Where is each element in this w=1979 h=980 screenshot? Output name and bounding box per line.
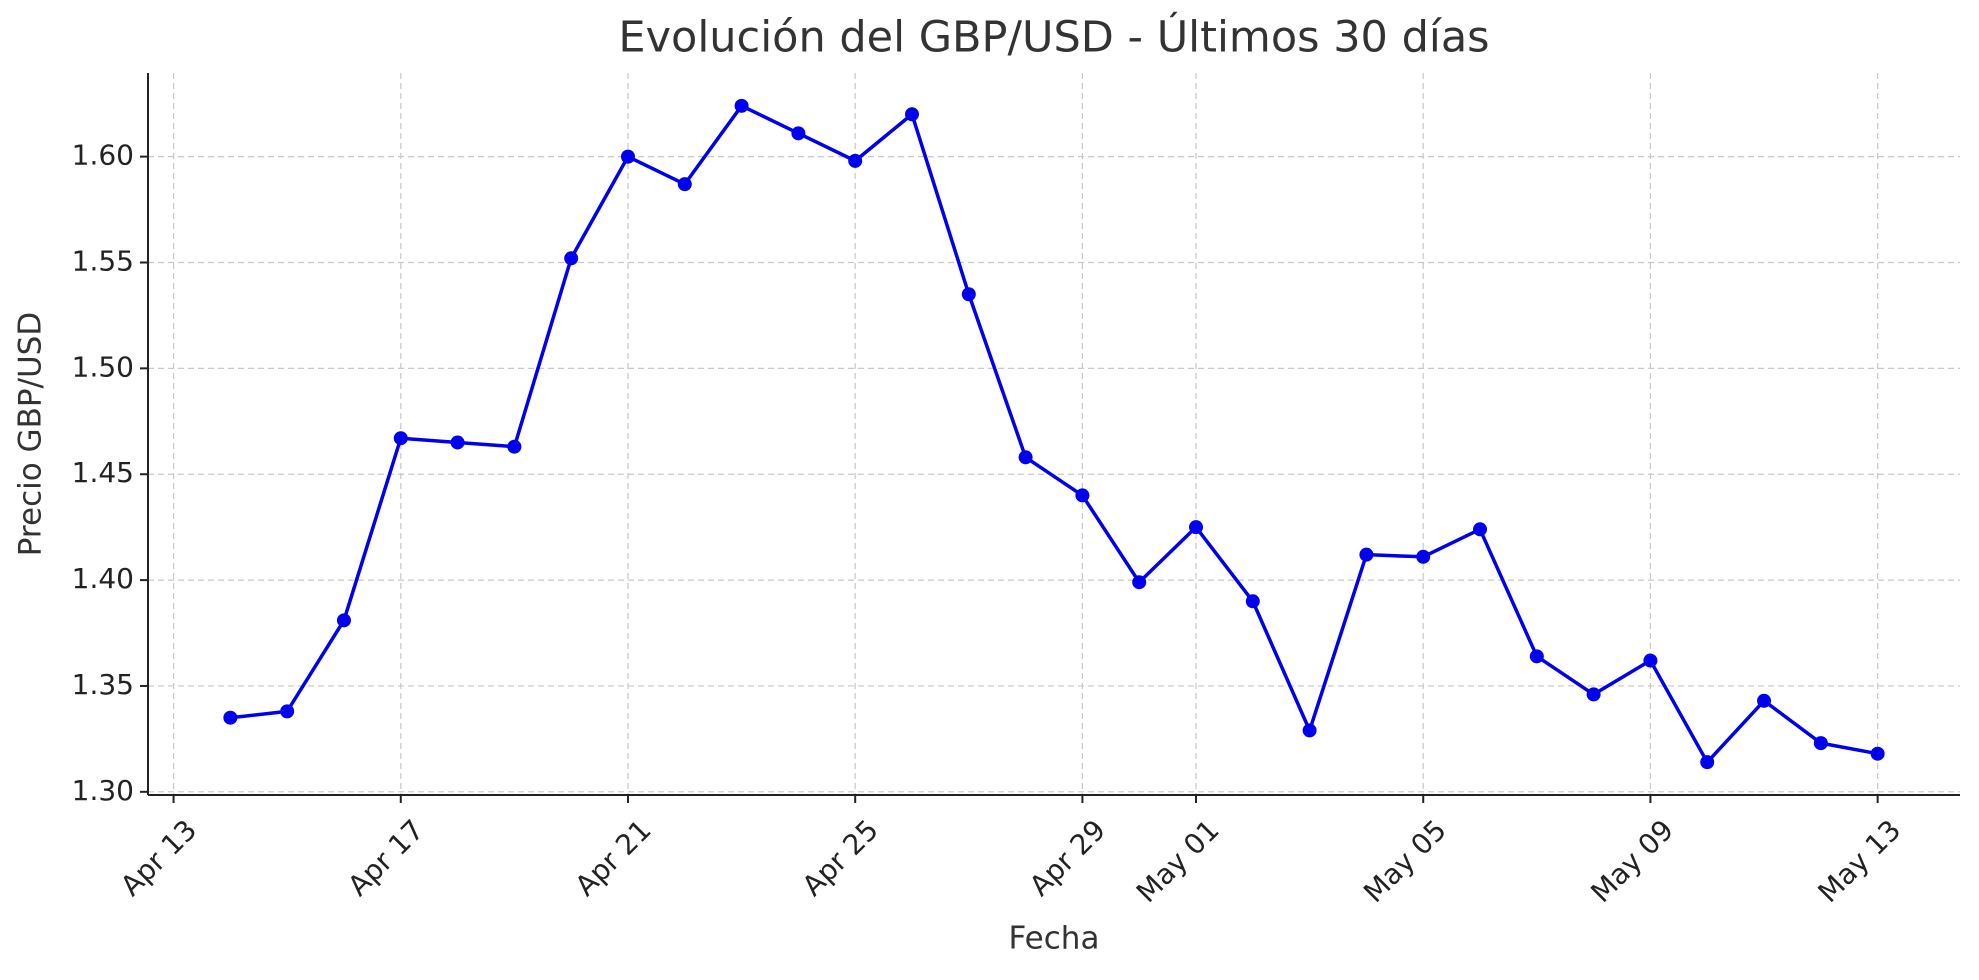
data-point	[620, 149, 635, 164]
y-tick-label: 1.40	[72, 562, 134, 595]
data-point	[791, 126, 806, 141]
data-point	[1018, 450, 1033, 465]
x-axis-label: Fecha	[1009, 921, 1100, 957]
data-point	[1700, 755, 1715, 770]
data-point	[1643, 653, 1658, 668]
x-tick-label: May 09	[1584, 813, 1680, 909]
y-tick-label: 1.55	[72, 244, 134, 277]
data-point	[450, 435, 465, 450]
data-point	[393, 431, 408, 446]
x-tick-label: May 01	[1130, 813, 1226, 909]
data-point	[280, 704, 295, 719]
data-point	[507, 439, 522, 454]
data-point	[1529, 649, 1544, 664]
x-tick-label: Apr 17	[341, 813, 430, 902]
data-point	[336, 613, 351, 628]
data-point	[904, 107, 919, 122]
data-point	[564, 251, 579, 266]
y-tick-label: 1.35	[72, 668, 134, 701]
x-tick-label: Apr 13	[114, 813, 203, 902]
data-point	[677, 177, 692, 192]
data-point	[1302, 723, 1317, 738]
data-point	[1757, 693, 1772, 708]
y-axis-label: Precio GBP/USD	[13, 312, 49, 556]
y-tick-label: 1.60	[72, 139, 134, 172]
data-point	[1416, 549, 1431, 564]
data-point	[1586, 687, 1601, 702]
x-tick-label: May 13	[1812, 813, 1908, 909]
x-tick-label: Apr 25	[796, 813, 885, 902]
data-point	[848, 153, 863, 168]
data-point	[1870, 746, 1885, 761]
x-tick-label: Apr 29	[1023, 813, 1112, 902]
x-tick-label: May 05	[1357, 813, 1453, 909]
data-point	[1359, 547, 1374, 562]
data-point	[223, 710, 238, 725]
data-point	[961, 287, 976, 302]
y-tick-label: 1.45	[72, 456, 134, 489]
data-point	[1075, 488, 1090, 503]
data-point	[1473, 522, 1488, 537]
y-tick-label: 1.30	[72, 774, 134, 807]
y-tick-label: 1.50	[72, 350, 134, 383]
series-line	[230, 104, 1878, 764]
data-point	[1813, 736, 1828, 751]
x-tick-label: Apr 21	[569, 813, 658, 902]
data-point	[1132, 575, 1147, 590]
chart-title: Evolución del GBP/USD - Últimos 30 días	[618, 12, 1489, 63]
data-point	[1189, 520, 1204, 535]
data-point	[734, 98, 749, 113]
data-point	[1245, 594, 1260, 609]
